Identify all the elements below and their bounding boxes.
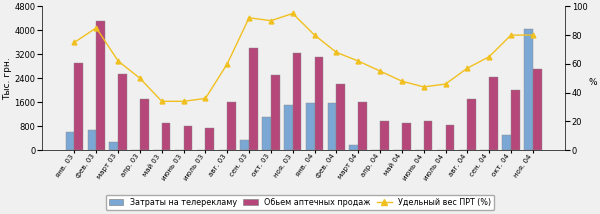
Bar (424, 121, 433, 150)
Bar (74, 63, 83, 150)
Bar (140, 99, 149, 150)
Bar (380, 121, 389, 150)
Y-axis label: %: % (589, 78, 597, 87)
Bar (118, 74, 127, 150)
Bar (446, 125, 454, 150)
Bar (227, 102, 236, 150)
Bar (162, 123, 170, 150)
Bar (533, 69, 542, 150)
Bar (96, 21, 105, 150)
Bar (349, 145, 358, 150)
Bar (109, 142, 118, 150)
Bar (66, 132, 74, 150)
Bar (524, 29, 533, 150)
Y-axis label: Тыс. грн.: Тыс. грн. (3, 57, 12, 100)
Bar (328, 103, 337, 150)
Legend: Затраты на телерекламу, Обьем аптечных продаж, Удельный вес ПРТ (%): Затраты на телерекламу, Обьем аптечных п… (106, 195, 494, 210)
Bar (511, 90, 520, 150)
Bar (284, 105, 293, 150)
Bar (88, 130, 96, 150)
Bar (306, 103, 314, 150)
Bar (249, 48, 258, 150)
Bar (337, 84, 345, 150)
Bar (241, 140, 249, 150)
Bar (271, 75, 280, 150)
Bar (262, 117, 271, 150)
Bar (489, 77, 498, 150)
Bar (402, 123, 410, 150)
Bar (205, 128, 214, 150)
Bar (293, 53, 301, 150)
Bar (358, 102, 367, 150)
Bar (184, 126, 193, 150)
Bar (502, 135, 511, 150)
Bar (467, 99, 476, 150)
Bar (314, 57, 323, 150)
